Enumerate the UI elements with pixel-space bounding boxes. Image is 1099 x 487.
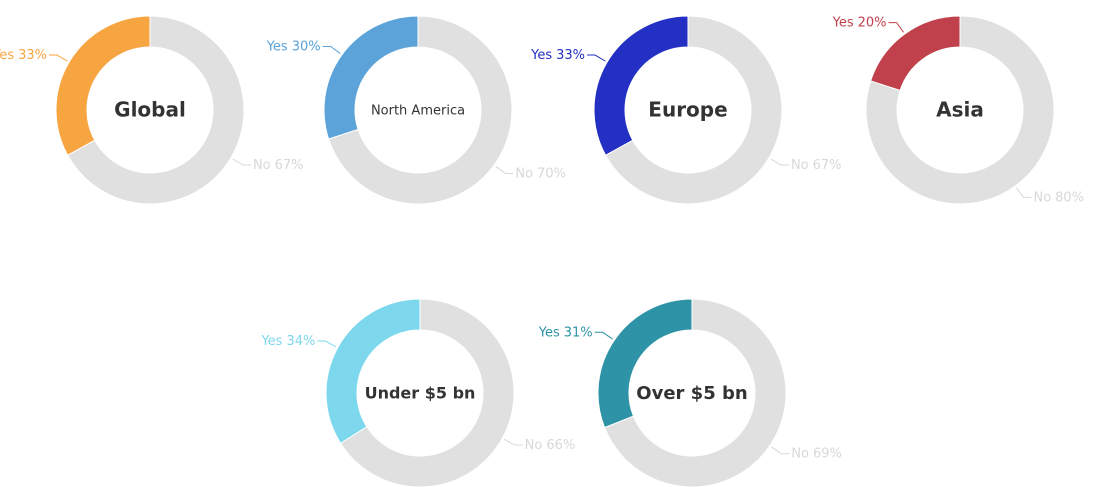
donut-slice [597, 298, 693, 429]
slice-label: Yes 33% [530, 48, 585, 63]
slice-value: 67% [813, 157, 842, 172]
donut-slice [865, 15, 1055, 205]
donut-chart: Yes 20% No 80% Asia [832, 15, 1084, 205]
slice-category: No [515, 166, 533, 181]
donut-center-title: Global [114, 98, 186, 122]
donut-slice [323, 15, 419, 140]
leader-line [49, 54, 68, 62]
slice-category: No [791, 446, 809, 461]
leader-line [587, 54, 606, 62]
slice-value: 80% [1055, 190, 1084, 205]
leader-line [594, 331, 613, 340]
donut-slice [593, 15, 689, 156]
slice-label: Yes 33% [0, 48, 47, 63]
donut-slice [603, 298, 787, 487]
slice-value: 31% [564, 325, 593, 340]
donut-slice [339, 298, 515, 487]
donut-slice [66, 15, 245, 205]
donut-center-title: Asia [936, 98, 984, 122]
slice-label: No 80% [1033, 190, 1084, 205]
donut-slice [325, 298, 421, 445]
slice-value: 30% [292, 39, 321, 54]
leader-line [322, 46, 341, 54]
slice-label: No 66% [525, 438, 576, 453]
slice-category: Yes [260, 333, 282, 348]
slice-label: Yes 30% [266, 39, 321, 54]
slice-value: 70% [537, 166, 566, 181]
donut-center-title: North America [371, 104, 465, 119]
slice-value: 67% [275, 157, 304, 172]
leader-line [888, 22, 904, 33]
slice-label: No 67% [791, 157, 842, 172]
slice-value: 69% [813, 446, 842, 461]
donut-center-title: Under $5 bn [365, 384, 476, 403]
slice-label: No 70% [515, 166, 566, 181]
donut-slice [604, 15, 783, 205]
slice-label: Yes 34% [260, 333, 315, 348]
donut-center-title: Europe [648, 98, 727, 122]
leader-line [770, 158, 789, 166]
slice-label: No 69% [791, 446, 842, 461]
slice-category: Yes [832, 15, 854, 30]
leader-line [1016, 187, 1032, 198]
leader-line [771, 446, 790, 455]
slice-category: Yes [530, 48, 552, 63]
slice-label: Yes 20% [832, 15, 887, 30]
slice-label: No 67% [253, 157, 304, 172]
slice-category: Yes [0, 48, 14, 63]
slice-value: 20% [858, 15, 887, 30]
slice-category: Yes [266, 39, 288, 54]
donut-chart: Yes 31% No 69% Over $5 bn [538, 298, 842, 487]
leader-line [503, 438, 523, 446]
donut-chart: Yes 34% No 66% Under $5 bn [260, 298, 576, 487]
slice-value: 66% [546, 438, 575, 453]
donut-chart: Yes 33% No 67% Global [0, 15, 304, 205]
leader-line [232, 158, 251, 166]
leader-line [317, 340, 337, 348]
slice-label: Yes 31% [538, 325, 593, 340]
slice-category: No [791, 157, 809, 172]
donut-center-title: Over $5 bn [636, 383, 747, 404]
slice-category: No [1033, 190, 1051, 205]
donut-slice [55, 15, 151, 156]
donut-slice [327, 15, 513, 205]
donut-chart: Yes 33% No 67% Europe [530, 15, 842, 205]
slice-value: 33% [556, 48, 585, 63]
slice-value: 33% [18, 48, 47, 63]
donut-chart: Yes 30% No 70% North America [266, 15, 566, 205]
slice-value: 34% [286, 333, 315, 348]
slice-category: Yes [538, 325, 560, 340]
leader-line [495, 166, 514, 174]
slice-category: No [253, 157, 271, 172]
slice-category: No [525, 438, 543, 453]
